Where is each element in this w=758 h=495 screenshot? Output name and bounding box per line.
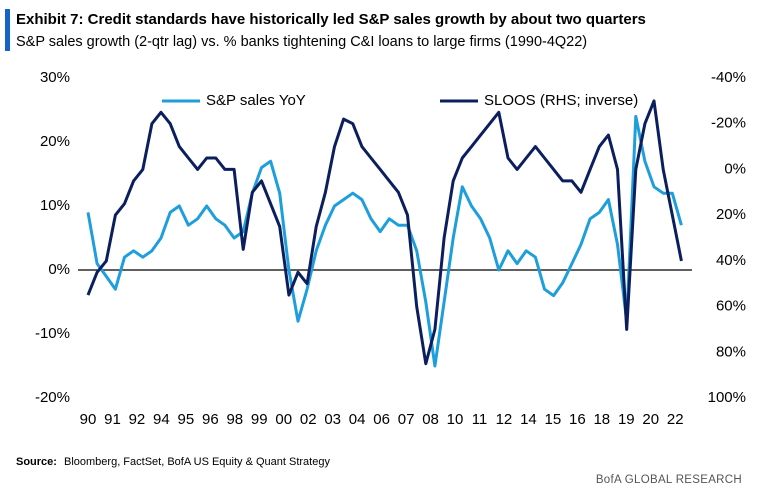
x-tick-label: 10 (447, 411, 464, 428)
title-accent (5, 9, 10, 51)
legend-label: S&P sales YoY (206, 92, 306, 109)
y-tick-label: -20% (35, 389, 70, 406)
series-line (86, 114, 683, 368)
x-tick-label: 12 (496, 411, 513, 428)
x-tick-label: 92 (129, 411, 146, 428)
x-tick-label: 91 (104, 411, 121, 428)
footer: BofA GLOBAL RESEARCH (596, 474, 742, 486)
x-tick-label: 14 (520, 411, 537, 428)
y2-tick-label: 20% (716, 206, 746, 223)
x-tick-label: 16 (569, 411, 586, 428)
x-tick-label: 18 (593, 411, 610, 428)
legend-label: SLOOS (RHS; inverse) (484, 92, 638, 109)
x-tick-label: 20 (642, 411, 659, 428)
x-tick-label: 99 (251, 411, 268, 428)
x-tick-label: 04 (349, 411, 366, 428)
y2-tick-label: -20% (711, 115, 746, 132)
chart-subtitle: S&P sales growth (2-qtr lag) vs. % banks… (16, 34, 587, 50)
x-tick-label: 00 (275, 411, 292, 428)
x-tick-label: 19 (618, 411, 635, 428)
x-tick-label: 90 (80, 411, 97, 428)
chart-title: Exhibit 7: Credit standards have histori… (16, 11, 646, 28)
y-tick-label: 0% (48, 261, 70, 278)
y-tick-label: 30% (40, 69, 70, 86)
x-tick-label: 08 (422, 411, 439, 428)
x-tick-label: 95 (178, 411, 195, 428)
x-tick-label: 98 (226, 411, 243, 428)
source-label: Source: (16, 456, 57, 468)
y2-tick-label: 60% (716, 298, 746, 315)
source: Bloomberg, FactSet, BofA US Equity & Qua… (64, 456, 330, 468)
x-tick-label: 02 (300, 411, 317, 428)
y2-tick-label: 80% (716, 343, 746, 360)
x-tick-label: 94 (153, 411, 170, 428)
series-line (86, 99, 683, 366)
y-tick-label: -10% (35, 325, 70, 342)
y-tick-label: 10% (40, 197, 70, 214)
x-tick-label: 06 (373, 411, 390, 428)
y-tick-label: 20% (40, 133, 70, 150)
x-tick-label: 07 (398, 411, 415, 428)
x-tick-label: 11 (472, 411, 488, 428)
x-tick-label: 03 (324, 411, 341, 428)
x-tick-label: 96 (202, 411, 219, 428)
y2-tick-label: 100% (708, 389, 746, 406)
x-tick-label: 15 (545, 411, 562, 428)
y2-tick-label: 40% (716, 252, 746, 269)
y2-tick-label: -40% (711, 69, 746, 86)
y2-tick-label: 0% (724, 160, 746, 177)
x-tick-label: 22 (667, 411, 684, 428)
